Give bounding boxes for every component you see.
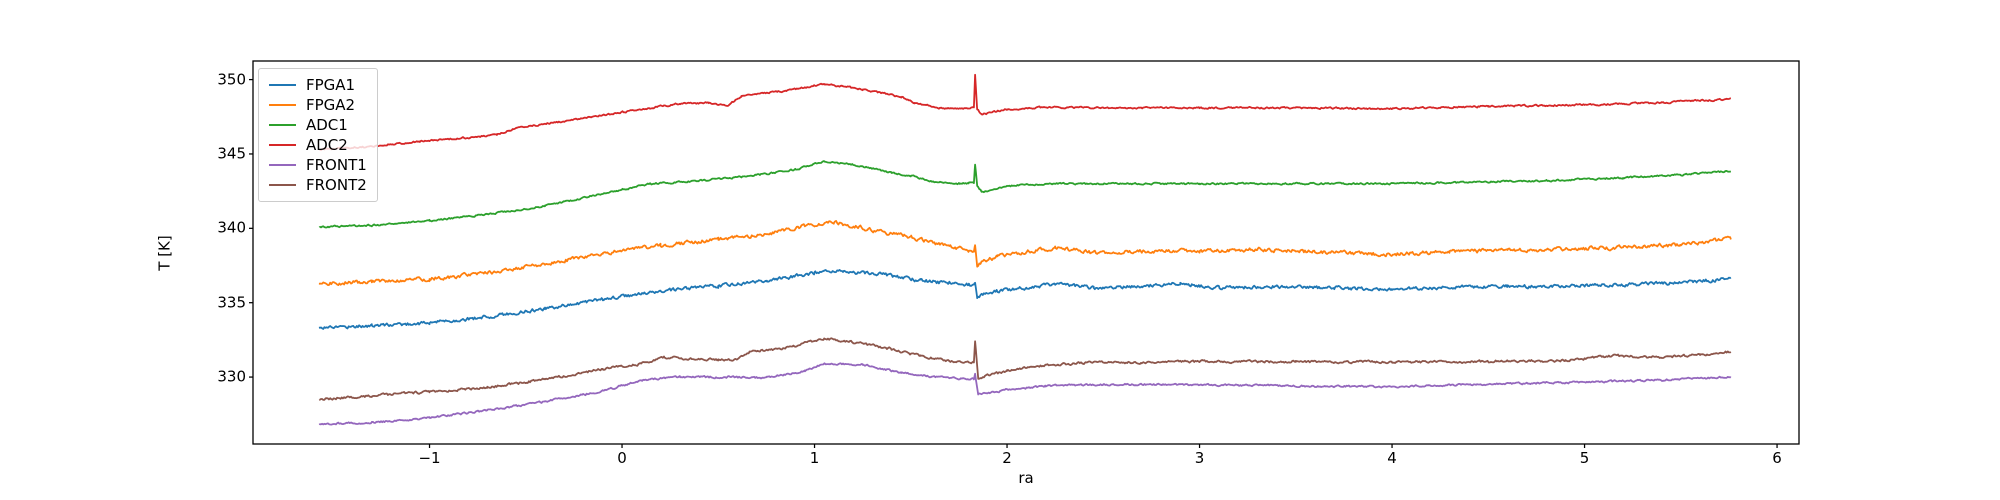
- legend-label: FPGA2: [306, 95, 356, 114]
- legend-label: FRONT1: [306, 155, 367, 174]
- y-axis-label: T [K]: [155, 234, 174, 271]
- legend-label: ADC2: [306, 135, 348, 154]
- y-tick-label: 350: [217, 70, 246, 89]
- x-tick-label: 0: [617, 449, 627, 467]
- x-tick-label: 3: [1194, 449, 1205, 467]
- legend-label: FPGA1: [306, 75, 356, 94]
- y-tick-label: 335: [217, 293, 246, 312]
- series-line-FPGA2: [318, 220, 1732, 286]
- legend-swatch-ADC1: [269, 124, 296, 126]
- legend-swatch-FRONT2: [269, 184, 296, 186]
- legend-swatch-ADC2: [269, 144, 296, 146]
- legend-item: FRONT2: [269, 175, 367, 195]
- legend: FPGA1 FPGA2 ADC1 ADC2 FRONT1 FRONT2: [258, 68, 378, 202]
- legend-swatch-FPGA2: [269, 104, 296, 106]
- series-line-FPGA1: [318, 269, 1732, 330]
- y-tick-label: 330: [217, 367, 246, 386]
- legend-item: FPGA1: [269, 75, 367, 95]
- y-tick-label: 340: [217, 218, 246, 237]
- x-tick-label: 5: [1579, 449, 1590, 467]
- series-line-ADC1: [318, 160, 1732, 229]
- x-tick-label: −1: [418, 449, 441, 467]
- series-line-ADC2: [318, 73, 1731, 152]
- x-tick-label: 4: [1387, 449, 1397, 467]
- y-tick-label: 345: [217, 144, 246, 163]
- legend-item: ADC2: [269, 135, 367, 155]
- legend-label: FRONT2: [306, 175, 367, 194]
- x-tick-label: 6: [1772, 449, 1782, 467]
- x-tick-label: 1: [809, 449, 820, 467]
- x-axis-label: ra: [1018, 469, 1034, 487]
- x-tick-label: 2: [1002, 449, 1012, 467]
- legend-label: ADC1: [306, 115, 348, 134]
- legend-swatch-FPGA1: [269, 84, 296, 86]
- legend-item: ADC1: [269, 115, 367, 135]
- legend-item: FPGA2: [269, 95, 367, 115]
- legend-item: FRONT1: [269, 155, 367, 175]
- legend-swatch-FRONT1: [269, 164, 296, 166]
- plot-area: [252, 60, 1800, 445]
- series-line-FRONT2: [318, 337, 1732, 401]
- series-line-FRONT1: [318, 362, 1732, 426]
